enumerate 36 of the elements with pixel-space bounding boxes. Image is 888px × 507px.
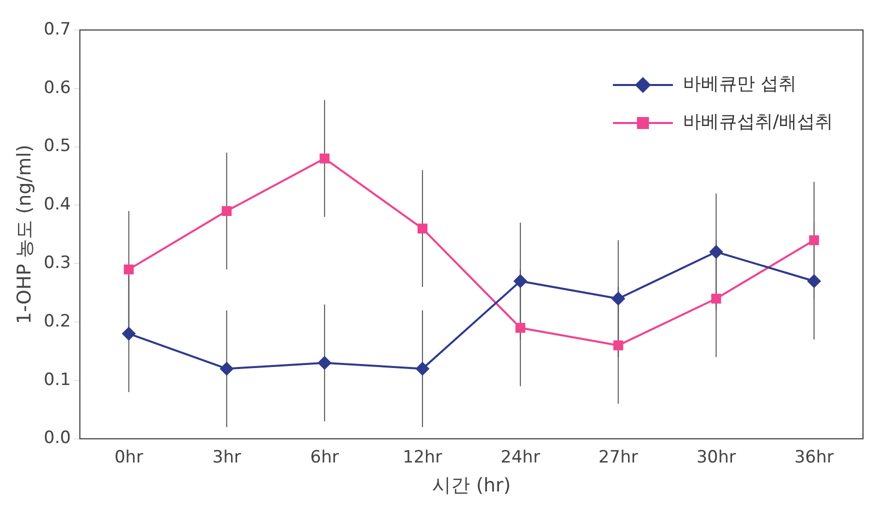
- point: [124, 264, 134, 274]
- point: [809, 235, 819, 246]
- point: [515, 322, 526, 333]
- x-tick-label: 30hr: [696, 447, 736, 468]
- point: [320, 154, 330, 164]
- y-tick-label: 0.4: [44, 194, 71, 215]
- x-axis-title: 시간 (hr): [432, 474, 511, 497]
- point: [711, 294, 722, 304]
- x-tick-label: 12hr: [402, 447, 442, 468]
- y-tick-label: 0.5: [44, 136, 71, 156]
- y-tick-label: 0.1: [44, 370, 71, 390]
- legend-label: 바베큐만 섭취: [682, 74, 797, 95]
- point: [418, 224, 428, 234]
- x-tick-label: 3hr: [212, 447, 241, 468]
- x-tick-label: 36hr: [794, 447, 834, 468]
- point: [220, 362, 234, 376]
- y-tick-label: 0.6: [44, 78, 71, 98]
- y-tick-label: 0.7: [44, 19, 71, 40]
- legend-label: 바베큐섭취/배섭취: [682, 112, 834, 133]
- x-tick-label: 27hr: [598, 447, 638, 468]
- point: [807, 274, 822, 288]
- y-tick-label: 0.2: [44, 311, 71, 332]
- x-tick-label: 0hr: [114, 447, 144, 468]
- point: [122, 326, 136, 341]
- point: [709, 244, 724, 259]
- x-tick-label: 6hr: [310, 447, 339, 468]
- point: [513, 274, 528, 288]
- y-tick-label: 0.0: [44, 428, 71, 448]
- point: [222, 206, 232, 216]
- x-tick-label: 24hr: [500, 447, 540, 468]
- y-axis-title: 1-OHP 농도 (ng/ml): [13, 144, 36, 324]
- y-tick-label: 0.3: [44, 253, 71, 274]
- point: [318, 356, 332, 370]
- point: [613, 340, 624, 350]
- point: [415, 362, 430, 376]
- point: [611, 292, 626, 306]
